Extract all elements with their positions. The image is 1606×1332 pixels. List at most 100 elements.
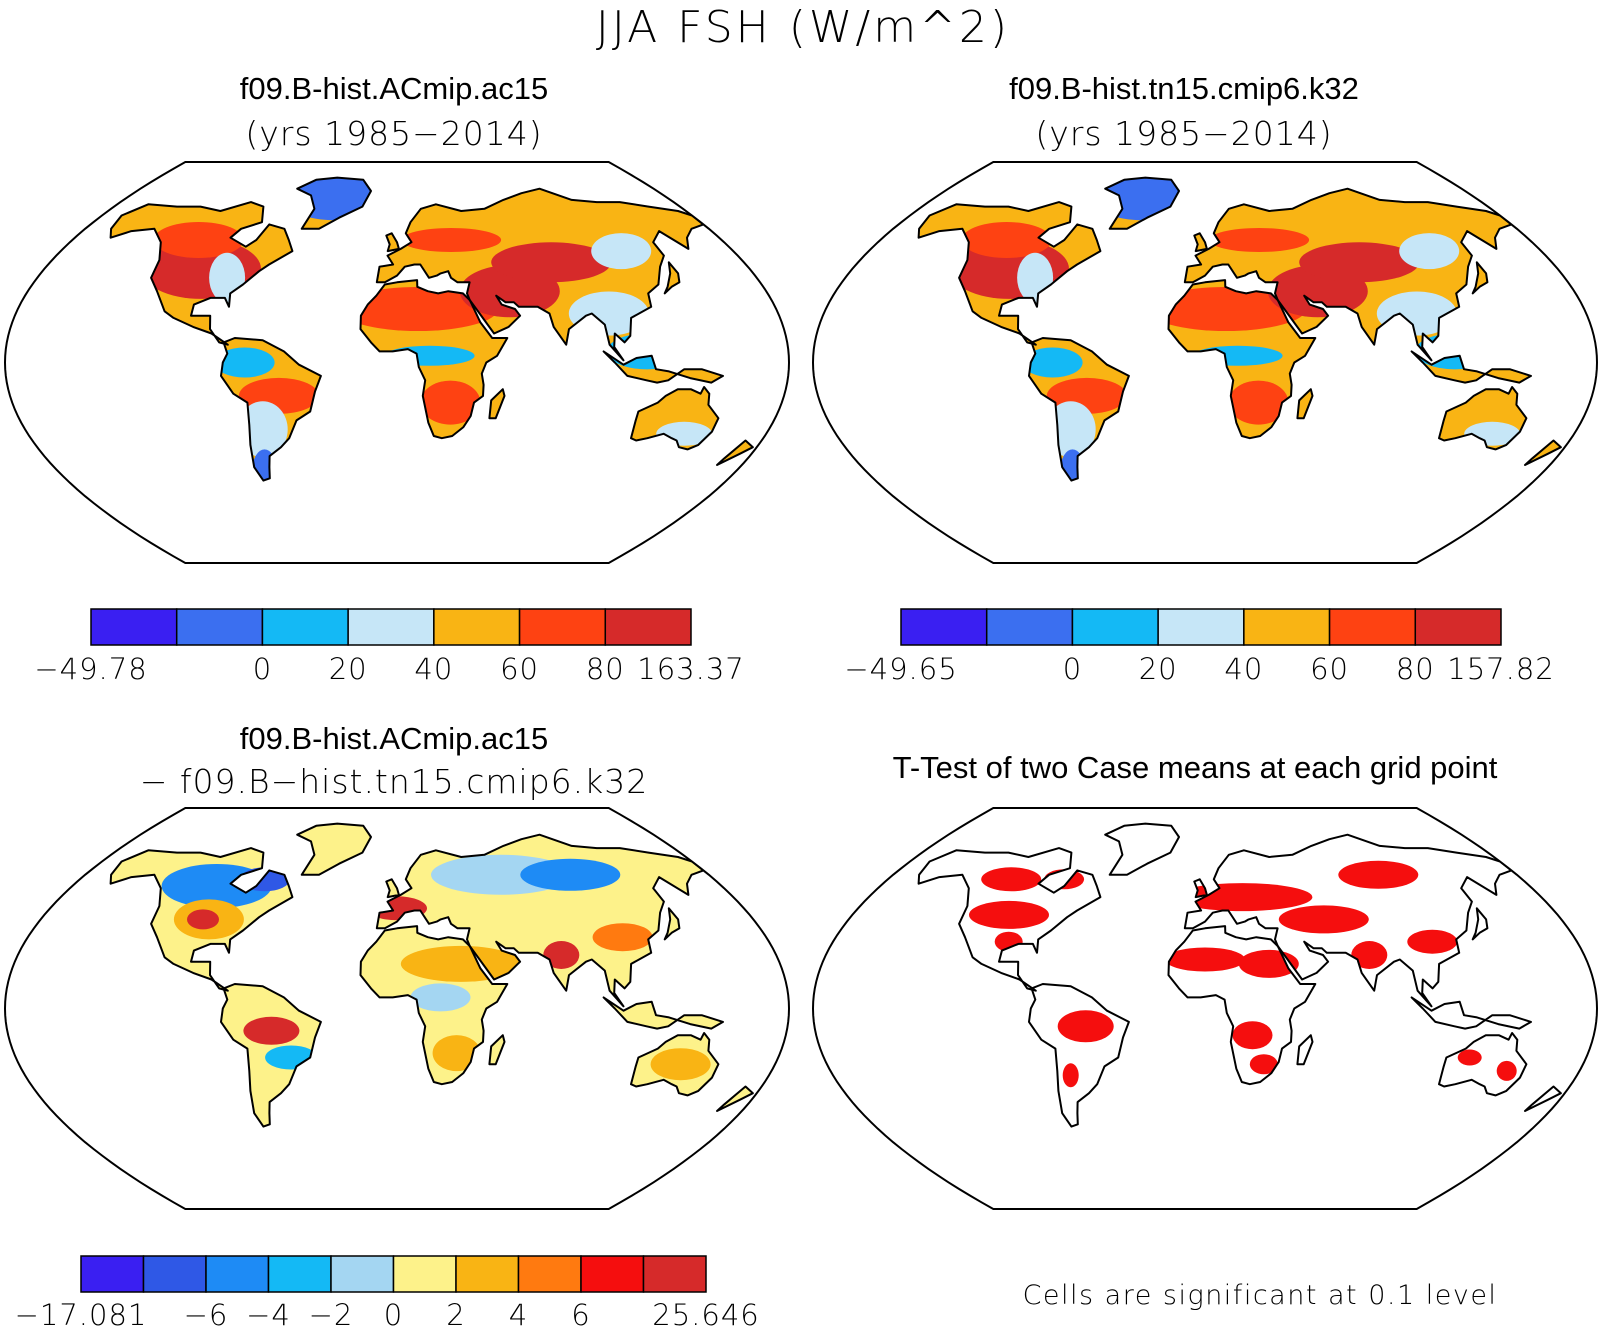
coastline-indonesia — [602, 350, 724, 384]
land-indonesia — [603, 351, 723, 383]
colorbar-box-2 — [1071, 608, 1159, 646]
negative-region — [520, 858, 621, 891]
map-ttest — [811, 807, 1599, 1210]
significant-cells — [1457, 1049, 1482, 1066]
panel-3-subtitle: − f09.B−hist.tn15.cmip6.k32 — [139, 762, 649, 801]
significant-cells — [1496, 1060, 1517, 1081]
colorbar-tick-label: 60 — [500, 652, 540, 686]
coastline-new-zealand — [716, 439, 754, 466]
warm-region — [1228, 380, 1289, 425]
map-case2 — [811, 161, 1599, 564]
coastline-africa — [359, 925, 509, 1086]
coastline-africa — [1167, 279, 1317, 440]
significant-cells — [1278, 905, 1369, 934]
colorbar-box-1 — [175, 608, 264, 646]
coastline-indonesia — [602, 996, 724, 1030]
colorbar-tick-label: 2 — [446, 1298, 466, 1332]
positive-region — [187, 909, 219, 930]
significant-cells — [1407, 929, 1458, 954]
positive-region — [592, 923, 653, 952]
coastline-greenland — [1104, 176, 1180, 230]
coastline-north-america — [917, 847, 1102, 992]
colorbar-box-4 — [433, 608, 521, 646]
warm-region — [420, 380, 481, 425]
colorbar-box-2 — [261, 608, 349, 646]
colorbar-tick-label: 0 — [1062, 652, 1083, 686]
coastline-japan — [663, 907, 681, 941]
colorbar-tick-label: 80 — [585, 652, 625, 686]
coastline-uk — [385, 232, 400, 253]
colorbar-tick-label: 0 — [252, 652, 273, 686]
colorbar-box-5 — [518, 608, 607, 646]
colorbar-tick-label: 163.37 — [637, 652, 745, 686]
colorbar-box-0 — [90, 608, 178, 646]
coastline-australia — [1438, 386, 1528, 451]
map-frame — [811, 807, 1599, 1210]
coastline-australia — [630, 1032, 720, 1097]
panel-2-subtitle: (yrs 1985−2014) — [1035, 114, 1333, 153]
colorbar-box-3 — [1157, 608, 1245, 646]
coastline-south-america — [220, 337, 322, 482]
cool-region — [1399, 233, 1460, 270]
colorbar-box-9 — [642, 1255, 707, 1293]
positive-region — [432, 1035, 481, 1072]
panel-1-subtitle: (yrs 1985−2014) — [245, 114, 543, 153]
colorbar-tick-label: −49.78 — [34, 652, 148, 686]
coastline-new-zealand — [1524, 439, 1562, 466]
colorbar-box-6 — [455, 1255, 520, 1293]
warm-region — [153, 222, 244, 258]
land-greenland — [297, 823, 371, 875]
coastline-eurasia — [375, 187, 705, 362]
coastline-eurasia — [375, 833, 705, 1008]
map-difference — [3, 807, 791, 1210]
land-greenland — [1105, 823, 1179, 875]
coastline-south-america — [1028, 337, 1130, 482]
colorbar-tick-label: 6 — [571, 1298, 591, 1332]
coastline-madagascar — [1296, 1034, 1314, 1066]
positive-region — [400, 945, 521, 982]
hot-region — [491, 242, 612, 283]
significant-cells — [1338, 860, 1419, 889]
colorbar-case2 — [900, 608, 1502, 646]
land-madagascar — [489, 1035, 505, 1065]
coastline-madagascar — [1296, 388, 1314, 420]
colorbar-box-6 — [1414, 608, 1502, 646]
colorbar-tick-label: −6 — [183, 1298, 229, 1332]
positive-region — [543, 941, 580, 969]
colorbar-box-8 — [580, 1255, 645, 1293]
colorbar-tick-label: 4 — [508, 1298, 529, 1332]
colorbar-tick-label: −17.081 — [14, 1298, 148, 1332]
coastline-africa — [359, 279, 509, 440]
colorbar-box-7 — [517, 1255, 582, 1293]
figure-title: JJA FSH (W/m^2) — [595, 2, 1011, 53]
positive-region — [243, 1016, 300, 1045]
panel-1-title: f09.B-hist.ACmip.ac15 — [239, 71, 549, 106]
land-indonesia — [1411, 997, 1531, 1029]
land-new-zealand — [1525, 440, 1561, 465]
warm-region — [1209, 228, 1310, 252]
land-new-zealand — [717, 1086, 753, 1111]
coastline-madagascar — [488, 1034, 506, 1066]
coastline-eurasia — [1183, 833, 1513, 1008]
map-frame — [3, 161, 791, 564]
colorbar-tick-label: 40 — [1224, 652, 1264, 686]
significant-cells — [1062, 1063, 1079, 1088]
colorbar-tick-label: 0 — [383, 1298, 404, 1332]
coastline-north-america — [917, 201, 1102, 346]
warm-region — [338, 287, 499, 331]
colorbar-box-5 — [1328, 608, 1417, 646]
warm-region — [961, 222, 1052, 258]
coastline-madagascar — [488, 388, 506, 420]
significant-cells — [1057, 1010, 1114, 1043]
colorbar-box-5 — [392, 1255, 457, 1293]
coastline-north-america — [109, 847, 294, 992]
coastline-south-america — [1028, 983, 1130, 1128]
land-indonesia — [603, 997, 723, 1029]
coastline-eurasia — [1183, 187, 1513, 362]
panel-2-title: f09.B-hist.tn15.cmip6.k32 — [1009, 71, 1359, 106]
land-madagascar — [1297, 389, 1313, 419]
coastline-greenland — [1104, 822, 1180, 876]
coastline-new-zealand — [716, 1085, 754, 1112]
map-frame — [811, 161, 1599, 564]
coastline-africa — [1167, 925, 1317, 1086]
